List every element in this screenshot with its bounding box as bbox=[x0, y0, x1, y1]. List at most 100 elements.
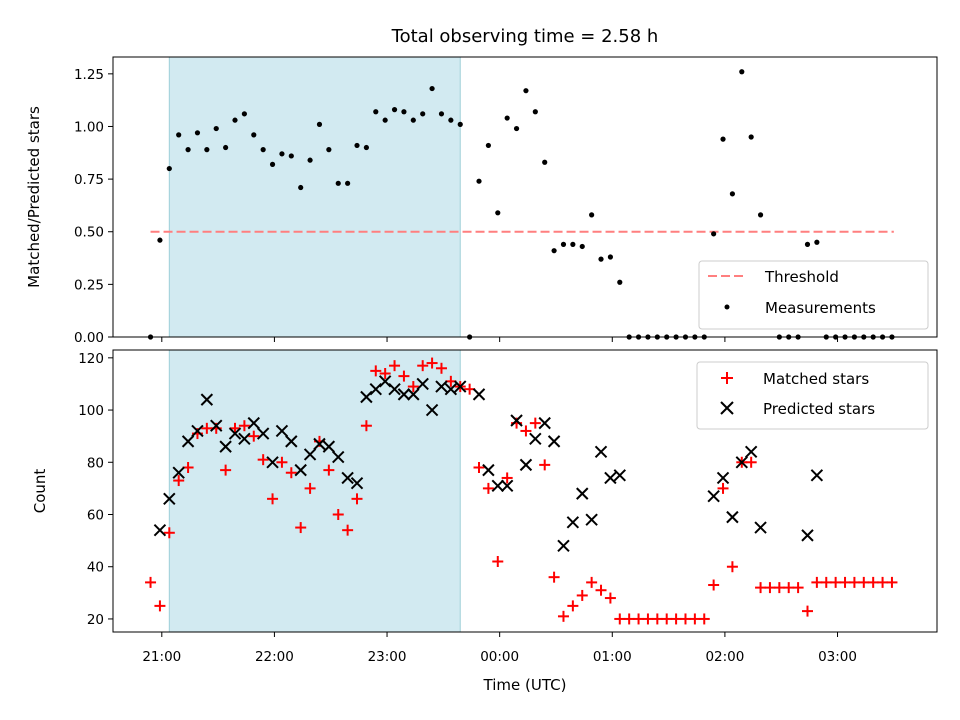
matched-star-point bbox=[473, 462, 485, 473]
matched-star-point bbox=[389, 360, 401, 372]
predicted-star-point bbox=[576, 487, 589, 500]
predicted-star-point bbox=[472, 388, 486, 401]
matched-star-point bbox=[783, 582, 795, 594]
x-tick-label: 01:00 bbox=[593, 649, 632, 665]
matched-star-point bbox=[792, 582, 804, 594]
matched-star-point bbox=[229, 422, 241, 434]
measurement-point bbox=[579, 243, 585, 250]
matched-star-point bbox=[651, 613, 663, 625]
measurement-point bbox=[410, 117, 416, 123]
matched-star-point bbox=[238, 420, 250, 432]
measurement-point bbox=[157, 237, 163, 243]
matched-star-point bbox=[623, 613, 635, 625]
predicted-star-point bbox=[360, 390, 373, 404]
measurement-point bbox=[495, 210, 501, 216]
predicted-star-point bbox=[200, 393, 214, 406]
matched-star-point bbox=[276, 456, 288, 468]
count-x-ticks: 21:00 22:00 23:00 00:00 01:00 02:00 03:00 bbox=[142, 632, 857, 665]
predicted-star-point bbox=[181, 435, 195, 448]
measurement-point bbox=[307, 157, 313, 163]
predicted-star-point bbox=[566, 516, 580, 529]
predicted-star-point bbox=[256, 427, 270, 440]
x-tick-label: 02:00 bbox=[705, 649, 744, 665]
matched-star-point bbox=[586, 576, 598, 588]
predicted-star-point bbox=[754, 521, 767, 534]
matched-star-point bbox=[801, 605, 813, 617]
measurement-point bbox=[523, 88, 529, 94]
measurement-point bbox=[232, 117, 238, 123]
matched-star-point bbox=[708, 579, 720, 591]
predicted-star-point bbox=[210, 419, 223, 432]
predicted-star-point bbox=[810, 469, 824, 482]
predicted-star-point bbox=[191, 424, 204, 438]
matched-star-point bbox=[867, 576, 879, 588]
measurement-point bbox=[570, 241, 576, 247]
matched-star-point bbox=[417, 360, 429, 372]
measurement-point bbox=[251, 132, 257, 138]
count-panel: 20 40 60 80 100 120 21:00 22:00 23:00 00:00 01:00… bbox=[31, 349, 938, 694]
matched-star-point bbox=[520, 425, 532, 437]
matched-star-point bbox=[548, 571, 560, 583]
predicted-star-point bbox=[557, 539, 570, 553]
measurement-point bbox=[438, 111, 445, 117]
matched-star-point bbox=[539, 459, 551, 471]
matched-star-point bbox=[220, 464, 232, 476]
measurement-point bbox=[804, 241, 811, 247]
matched-star-point bbox=[201, 422, 213, 434]
measurement-point bbox=[542, 159, 548, 165]
measurement-point bbox=[748, 134, 754, 140]
ratio-y-tick-label: 0.50 bbox=[74, 225, 104, 241]
count-y-tick-label: 80 bbox=[87, 455, 104, 471]
predicted-star-point bbox=[294, 463, 307, 477]
ratio-y-tick-label: 0.00 bbox=[74, 330, 104, 346]
measurement-point bbox=[729, 191, 736, 197]
ratio-y-axis-label: Matched/Predicted stars bbox=[25, 106, 43, 288]
measurement-point bbox=[589, 212, 595, 218]
measurement-point bbox=[204, 147, 210, 153]
chart-title: Total observing time = 2.58 h bbox=[391, 26, 659, 47]
legend-measurements-label: Measurements bbox=[765, 299, 876, 317]
measurement-point bbox=[213, 125, 219, 132]
measurement-point bbox=[513, 125, 520, 132]
measurement-point bbox=[373, 109, 379, 115]
measurement-point bbox=[391, 107, 398, 113]
predicted-star-point bbox=[435, 380, 448, 393]
measurement-point bbox=[176, 132, 182, 138]
measurement-point bbox=[345, 180, 351, 186]
measurement-point bbox=[814, 239, 820, 245]
matched-star-point bbox=[529, 417, 541, 429]
predicted-star-point bbox=[482, 463, 495, 477]
matched-star-point bbox=[145, 576, 157, 588]
matched-star-point bbox=[689, 613, 701, 625]
predicted-star-point bbox=[407, 388, 420, 401]
predicted-star-point bbox=[172, 466, 185, 479]
measurement-point bbox=[476, 178, 482, 184]
predicted-star-point bbox=[369, 382, 382, 396]
matched-star-point bbox=[267, 493, 279, 505]
ratio-shaded-span bbox=[168, 56, 461, 338]
measurement-point bbox=[269, 161, 276, 167]
measurement-point bbox=[166, 165, 172, 172]
matched-star-point bbox=[877, 576, 889, 588]
predicted-star-point bbox=[801, 529, 814, 542]
ratio-y-tick-label: 0.75 bbox=[74, 172, 104, 188]
predicted-star-point bbox=[350, 476, 364, 490]
measurement-point bbox=[551, 248, 557, 254]
predicted-star-point bbox=[238, 432, 251, 445]
matched-star-point bbox=[257, 454, 269, 466]
matched-star-point bbox=[482, 482, 494, 494]
x-axis-label: Time (UTC) bbox=[483, 676, 567, 694]
predicted-star-point bbox=[726, 510, 739, 524]
measurement-point bbox=[241, 111, 247, 117]
ratio-axes-frame bbox=[112, 56, 938, 338]
matched-star-point bbox=[173, 475, 185, 487]
x-tick-label: 00:00 bbox=[480, 649, 519, 665]
matched-star-point bbox=[342, 524, 354, 536]
measurement-point bbox=[532, 109, 538, 115]
predicted-star-point bbox=[341, 471, 354, 485]
predicted-star-point bbox=[416, 377, 429, 391]
measurement-point bbox=[288, 153, 294, 159]
predicted-star-point bbox=[388, 382, 401, 396]
count-y-axis-label: Count bbox=[31, 469, 49, 514]
measurement-point bbox=[185, 147, 191, 153]
